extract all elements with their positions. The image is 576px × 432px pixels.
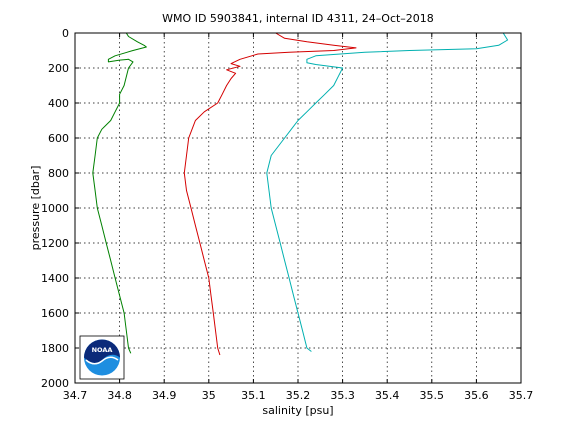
x-tick-label: 35.1: [241, 389, 266, 402]
series-group: [92, 32, 509, 356]
y-tick-label: 1600: [41, 307, 69, 320]
logo-text: NOAA: [92, 346, 113, 354]
logo-wave-icon: [85, 356, 119, 365]
y-axis-label: pressure [dbar]: [29, 166, 42, 251]
x-tick-label: 35.6: [464, 389, 489, 402]
x-tick-label: 35.3: [330, 389, 355, 402]
x-tick-label: 34.8: [107, 389, 132, 402]
noaa-logo: NOAA: [79, 335, 125, 380]
y-tick-label: 1400: [41, 272, 69, 285]
x-tick-label: 35.7: [509, 389, 534, 402]
logo-top-icon: [84, 339, 120, 363]
x-tick-label: 35.4: [375, 389, 400, 402]
y-tick-label: 800: [48, 167, 69, 180]
x-tick-label: 34.9: [152, 389, 177, 402]
y-tick-label: 600: [48, 132, 69, 145]
y-tick-label: 1000: [41, 202, 69, 215]
ticks: [74, 32, 522, 384]
y-tick-label: 2000: [41, 377, 69, 390]
series-line-3: [266, 32, 509, 352]
series-line-2: [183, 32, 357, 356]
x-tick-labels: 34.7 34.8 34.9 35 35.1 35.2 35.3 35.4 35.5 35.6 35…: [63, 389, 534, 402]
x-tick-label: 35.2: [286, 389, 311, 402]
x-tick-label: 35: [202, 389, 216, 402]
x-axis-label: salinity [psu]: [262, 404, 333, 417]
x-tick-label: 34.7: [63, 389, 88, 402]
x-tick-label: 35.5: [420, 389, 445, 402]
y-tick-label: 1200: [41, 237, 69, 250]
y-tick-label: 1800: [41, 342, 69, 355]
y-tick-labels: 0 200 400 600 800 1000 1200 1400 1600 1800 2000: [41, 27, 69, 390]
y-tick-label: 200: [48, 62, 69, 75]
series-line-1: [92, 32, 147, 354]
y-tick-label: 0: [62, 27, 69, 40]
y-tick-label: 400: [48, 97, 69, 110]
chart-title: WMO ID 5903841, internal ID 4311, 24–Oct…: [162, 12, 434, 25]
